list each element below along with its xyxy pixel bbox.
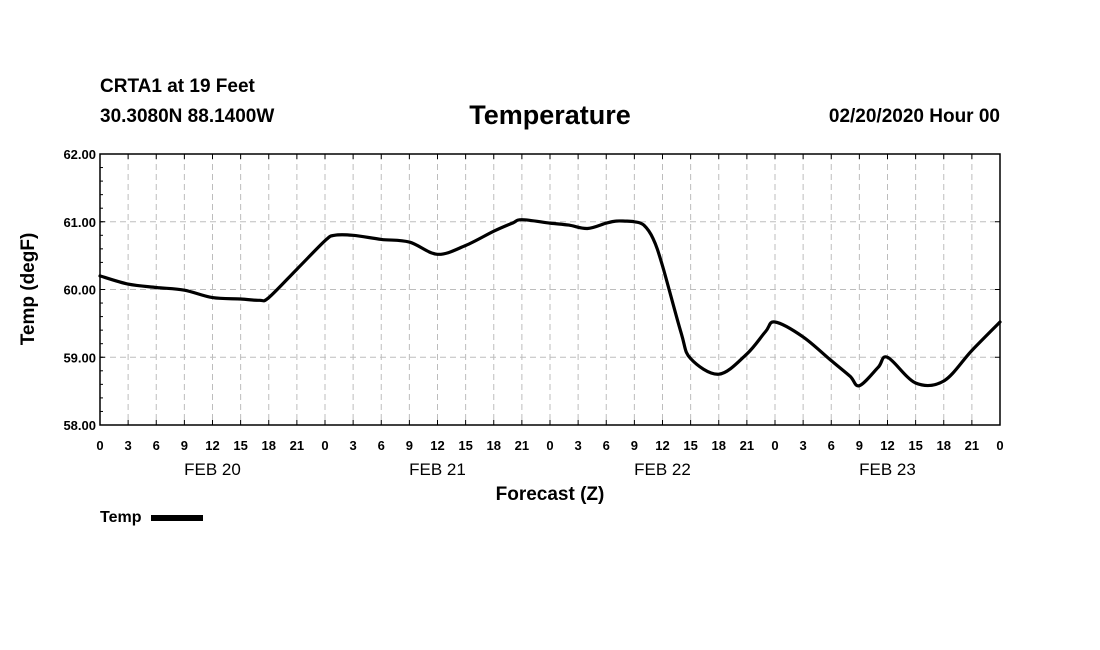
y-tick-label: 59.00 [63, 350, 96, 365]
x-tick-label: 15 [458, 438, 472, 453]
x-tick-label: 12 [205, 438, 219, 453]
y-axis-title: Temp (degF) [18, 233, 39, 346]
x-tick-label: 9 [181, 438, 188, 453]
x-tick-label: 0 [996, 438, 1003, 453]
x-tick-label: 3 [125, 438, 132, 453]
x-tick-label: 15 [908, 438, 922, 453]
grid [100, 154, 1000, 425]
x-tick-label: 18 [262, 438, 276, 453]
x-tick-label: 21 [740, 438, 754, 453]
legend-label-temp: Temp [100, 509, 142, 526]
day-label: FEB 23 [859, 460, 916, 479]
x-tick-label: 15 [233, 438, 247, 453]
axes: 0 3 6 9 12 15 18 21 0 3 6 9 12 15 18 21 0 3 6 9 12 15 18 21 0 3 6 9… [63, 147, 1003, 479]
x-tick-label: 6 [378, 438, 385, 453]
y-tick-label: 62.00 [63, 147, 96, 162]
chart-title: Temperature [469, 100, 631, 130]
x-tick-label: 0 [321, 438, 328, 453]
y-tick-label: 58.00 [63, 418, 96, 433]
x-tick-label: 3 [575, 438, 582, 453]
plot-frame [99, 153, 1001, 426]
x-tick-label: 6 [603, 438, 610, 453]
x-tick-label: 18 [937, 438, 951, 453]
day-label: FEB 20 [184, 460, 241, 479]
x-tick-label: 6 [153, 438, 160, 453]
forecast-run-time: 02/20/2020 Hour 00 [828, 106, 1000, 127]
x-tick-label: 0 [546, 438, 553, 453]
y-tick-label: 61.00 [63, 215, 96, 230]
coordinates-label: 30.3080N 88.1400W [100, 106, 275, 127]
x-tick-label: 9 [631, 438, 638, 453]
x-tick-label: 21 [290, 438, 304, 453]
x-tick-label: 9 [856, 438, 863, 453]
x-tick-label: 21 [515, 438, 529, 453]
x-tick-label: 12 [880, 438, 894, 453]
x-tick-label: 18 [487, 438, 501, 453]
day-label: FEB 22 [634, 460, 691, 479]
legend: Temp [100, 509, 204, 527]
x-tick-label: 9 [406, 438, 413, 453]
x-tick-label: 12 [430, 438, 444, 453]
y-tick-label: 60.00 [63, 283, 96, 298]
station-label: CRTA1 at 19 Feet [100, 76, 255, 97]
x-tick-label: 3 [350, 438, 357, 453]
x-tick-label: 3 [800, 438, 807, 453]
x-tick-label: 21 [965, 438, 979, 453]
series-layer [98, 218, 1002, 388]
x-tick-label: 12 [655, 438, 669, 453]
x-tick-label: 0 [96, 438, 103, 453]
day-label: FEB 21 [409, 460, 466, 479]
x-tick-label: 0 [771, 438, 778, 453]
x-tick-label: 6 [828, 438, 835, 453]
x-axis-title: Forecast (Z) [496, 484, 605, 505]
x-tick-label: 18 [712, 438, 726, 453]
x-tick-label: 15 [683, 438, 697, 453]
legend-swatch-temp [151, 515, 204, 521]
series-line-temp [98, 218, 1002, 388]
